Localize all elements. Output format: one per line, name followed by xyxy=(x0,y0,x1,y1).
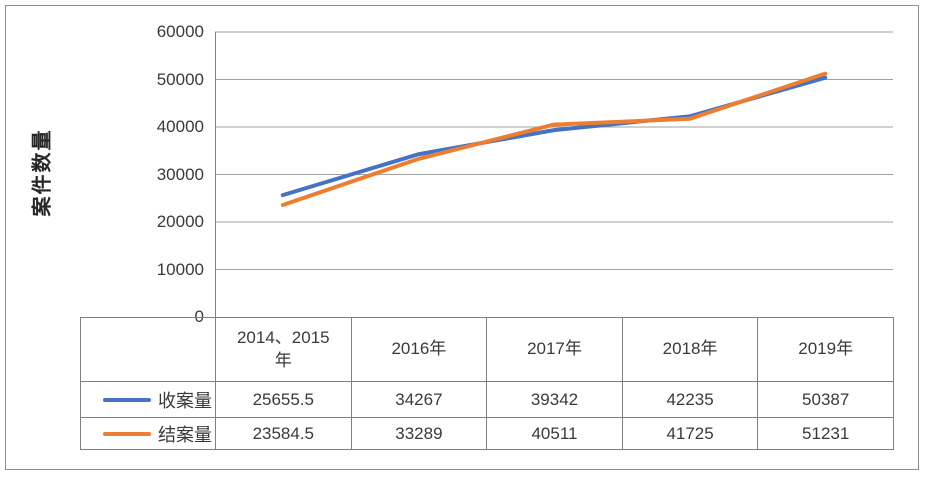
y-tick-label: 30000 xyxy=(156,164,204,184)
table-header-cell: 2014、2015 年 xyxy=(215,317,352,382)
table-value-cell: 42235 xyxy=(621,381,759,418)
table-header-row: 2014、2015 年 2016年 2017年 2018年 2019年 xyxy=(80,317,894,382)
table-value-cell: 33289 xyxy=(350,417,488,450)
table-corner-cell xyxy=(80,317,216,382)
table-value-cell: 25655.5 xyxy=(215,381,352,418)
y-tick-label: 40000 xyxy=(156,117,204,136)
table-header-cell: 2016年 xyxy=(350,317,488,382)
series-label-received: 收案量 xyxy=(158,390,212,411)
table-value-cell: 40511 xyxy=(486,417,623,450)
table-value-cell: 51231 xyxy=(757,417,894,450)
row-cases-closed: 结案量 23584.5 33289 40511 41725 51231 xyxy=(80,417,894,450)
table-header-cell: 2018年 xyxy=(621,317,759,382)
y-tick-label: 10000 xyxy=(156,259,204,279)
y-tick-label: 20000 xyxy=(156,212,204,231)
row-cases-received: 收案量 25655.5 34267 39342 42235 50387 xyxy=(80,381,894,418)
legend-cases-received: 收案量 xyxy=(80,381,216,418)
table-value-cell: 34267 xyxy=(350,381,488,418)
table-value-cell: 39342 xyxy=(486,381,623,418)
table-value-cell: 23584.5 xyxy=(215,417,352,450)
series-line-swatch-closed xyxy=(103,431,151,436)
table-value-cell: 41725 xyxy=(621,417,759,450)
y-tick-label: 60000 xyxy=(156,22,204,41)
legend-cases-closed: 结案量 xyxy=(80,417,216,450)
series-label-closed: 结案量 xyxy=(158,424,212,445)
table-header-cell: 2019年 xyxy=(757,317,894,382)
y-tick-label: 0 xyxy=(194,307,204,326)
chart-data-table: 2014、2015 年 2016年 2017年 2018年 2019年 收案量 … xyxy=(80,317,894,450)
series-line-swatch-received xyxy=(103,397,151,402)
y-tick-label: 50000 xyxy=(156,69,204,89)
series-line-1 xyxy=(280,71,828,207)
